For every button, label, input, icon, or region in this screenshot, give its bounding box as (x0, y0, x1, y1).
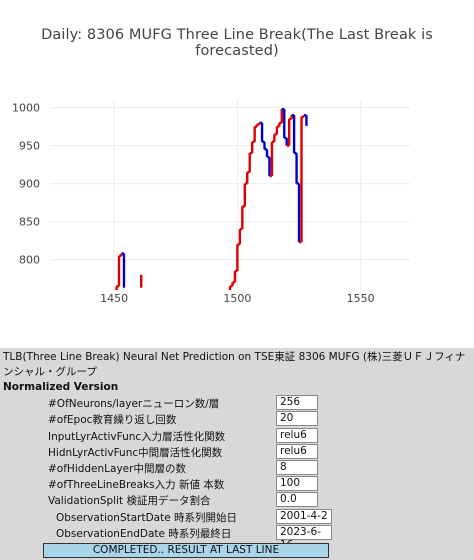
parameter-label: #ofEpoc教育繰り返し回数 (48, 414, 177, 426)
parameter-row: InputLyrActivFunc入力層活性化関数 relu6 (0, 428, 474, 444)
parameter-label: ObservationEndDate 時系列最終日 (56, 528, 232, 540)
y-tick-label: 850 (19, 216, 40, 229)
chart-plot: 800 850 900 950 1000 1450 1500 1550 (12, 100, 410, 305)
parameter-label: #ofHiddenLayer中間層の数 (48, 463, 186, 475)
y-tick-label: 900 (19, 178, 40, 191)
parameter-label: #ofThreeLineBreaks入力 新値 本数 (48, 479, 225, 491)
parameter-value-field[interactable]: 20 (276, 411, 318, 426)
parameter-value-field[interactable]: 8 (276, 460, 318, 475)
parameter-row: ObservationStartDate 時系列開始日 2001-4-2 (0, 509, 474, 525)
parameter-value-field[interactable]: 2001-4-2 (276, 509, 332, 524)
parameter-row: #OfNeurons/layerニューロン数/層 256 (0, 395, 474, 411)
x-tick-label: 1500 (223, 292, 251, 305)
parameter-value-field[interactable]: relu6 (276, 444, 318, 459)
y-tick-label: 1000 (12, 102, 40, 115)
y-tick-label: 950 (19, 140, 40, 153)
parameter-value-field[interactable]: 100 (276, 476, 318, 491)
x-tick-label: 1450 (100, 292, 128, 305)
parameter-label: InputLyrActivFunc入力層活性化関数 (48, 431, 226, 443)
parameter-value-field[interactable]: relu6 (276, 428, 318, 443)
parameter-label: ObservationStartDate 時系列開始日 (56, 512, 238, 524)
parameter-value-field[interactable]: 0.0 (276, 492, 318, 507)
parameter-row: ObservationEndDate 時系列最終日 2023-6-16 (0, 525, 474, 551)
parameter-label: #OfNeurons/layerニューロン数/層 (48, 398, 220, 410)
parameter-row: #ofEpoc教育繰り返し回数 20 (0, 411, 474, 427)
parameter-row: ValidationSplit 検証用データ割合 0.0 (0, 492, 474, 508)
parameter-row: #ofHiddenLayer中間層の数 8 (0, 460, 474, 476)
y-tick-label: 800 (19, 254, 40, 267)
x-tick-label: 1550 (347, 292, 375, 305)
parameter-row: #ofThreeLineBreaks入力 新値 本数 100 (0, 476, 474, 492)
chart-title: Daily: 8306 MUFG Three Line Break(The La… (41, 27, 433, 59)
status-button[interactable]: COMPLETED.. RESULT AT LAST LINE (43, 543, 329, 558)
parameter-value-field[interactable]: 2023-6-16 (276, 525, 332, 551)
parameter-label: HidnLyrActivFunc中間層活性化関数 (48, 447, 223, 459)
version-label: Normalized Version (3, 381, 119, 393)
parameter-label: ValidationSplit 検証用データ割合 (48, 495, 211, 507)
model-description: TLB(Three Line Break) Neural Net Predict… (3, 351, 466, 378)
chart-panel: Daily: 8306 MUFG Three Line Break(The La… (0, 0, 474, 348)
parameter-row: HidnLyrActivFunc中間層活性化関数 relu6 (0, 444, 474, 460)
parameter-value-field[interactable]: 256 (276, 395, 318, 410)
